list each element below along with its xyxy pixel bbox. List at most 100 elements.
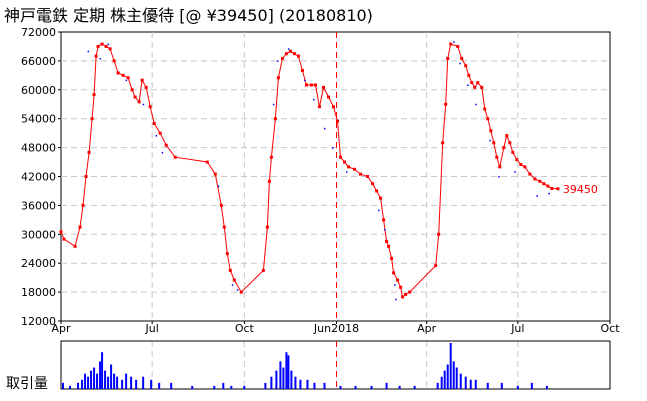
price-point: [502, 146, 506, 150]
price-point: [92, 93, 96, 97]
price-point: [456, 44, 460, 48]
ask-point: [394, 284, 396, 286]
volume-bar: [354, 385, 357, 389]
price-point: [292, 52, 296, 56]
price-point: [483, 107, 487, 111]
volume-bar: [107, 376, 110, 389]
volume-bar: [323, 382, 326, 389]
price-point: [511, 150, 515, 154]
ask-point: [536, 195, 538, 197]
volume-bar: [142, 376, 145, 389]
price-point: [434, 264, 438, 268]
ask-point: [395, 298, 397, 301]
price-point: [100, 42, 104, 46]
price-point: [476, 81, 480, 85]
volume-bar: [158, 382, 161, 389]
price-point: [304, 83, 308, 87]
y-tick-label: 36000: [21, 199, 56, 212]
volume-bar: [285, 352, 288, 389]
volume-bar: [486, 382, 489, 389]
price-point: [321, 85, 325, 89]
price-point: [84, 175, 88, 178]
volume-bar: [413, 385, 416, 389]
volume-bar: [243, 385, 246, 389]
volume-bar: [443, 370, 446, 389]
price-point: [219, 203, 223, 207]
volume-bar: [287, 355, 290, 389]
price-point: [331, 105, 335, 109]
y-tick-label: 30000: [21, 228, 56, 241]
volume-bar: [62, 382, 65, 389]
ask-point: [142, 103, 145, 106]
price-point: [437, 232, 441, 236]
price-point: [508, 141, 512, 145]
ask-point: [459, 62, 461, 65]
price-point: [441, 141, 445, 145]
ask-point: [231, 284, 234, 286]
ask-point: [87, 50, 90, 53]
x-tick-label: Jul: [510, 322, 524, 335]
price-point: [449, 42, 453, 46]
volume-bar: [449, 343, 452, 389]
price-point: [116, 71, 120, 75]
volume-bar: [275, 370, 278, 389]
price-point: [152, 122, 156, 126]
price-point: [486, 117, 490, 121]
price-point: [144, 85, 148, 89]
price-point: [392, 271, 396, 275]
ask-point: [155, 135, 158, 137]
price-point: [205, 160, 209, 164]
volume-bar: [135, 379, 138, 389]
price-point: [59, 230, 63, 234]
volume-bar: [440, 376, 443, 389]
volume-bar: [93, 367, 96, 389]
x-tick-label: Jul: [145, 322, 159, 335]
price-point: [313, 83, 317, 87]
y-tick-label: 60000: [21, 84, 56, 97]
volume-bar: [436, 382, 439, 389]
ask-point: [312, 98, 315, 101]
volume-bar: [339, 385, 342, 389]
price-point: [300, 69, 304, 73]
price-point: [446, 56, 450, 60]
ask-point: [161, 151, 164, 154]
volume-bar: [99, 361, 102, 389]
chart-title: 神戸電鉄 定期 株主優待 [@ ¥39450] (20180810): [4, 6, 373, 25]
volume-bar: [264, 382, 267, 389]
volume-bar: [116, 376, 119, 389]
ask-point: [346, 171, 348, 173]
volume-bar: [90, 370, 93, 389]
volume-label: 取引量: [6, 376, 48, 392]
ask-point: [384, 228, 386, 231]
y-tick-label: 72000: [21, 26, 56, 39]
price-point: [288, 49, 292, 53]
price-point: [343, 160, 347, 164]
volume-bar: [282, 367, 285, 389]
price-point: [408, 290, 412, 294]
price-point: [228, 268, 232, 272]
price-point: [222, 225, 226, 229]
volume-bar: [446, 364, 449, 389]
volume-bar: [170, 382, 173, 389]
volume-bar: [104, 370, 107, 389]
price-point: [399, 285, 403, 289]
price-point: [546, 184, 550, 188]
price-point: [387, 244, 391, 248]
price-point: [359, 172, 363, 176]
price-panel: 12000 18000 24000 30000 36000 42000 48000 54000…: [21, 26, 620, 335]
price-point: [164, 143, 168, 147]
price-point: [112, 59, 116, 63]
price-point: [390, 256, 394, 260]
ask-point: [125, 79, 128, 82]
price-point: [519, 162, 523, 166]
ask-point: [331, 147, 334, 149]
ask-point: [217, 185, 220, 188]
price-point: [104, 44, 108, 48]
y-tick-label: 24000: [21, 257, 56, 270]
price-point: [375, 189, 379, 193]
volume-bar: [191, 385, 194, 389]
price-point: [528, 172, 532, 176]
volume-bar: [294, 376, 297, 389]
y-tick-label: 12000: [21, 315, 56, 328]
y-tick-label: 18000: [21, 286, 56, 299]
